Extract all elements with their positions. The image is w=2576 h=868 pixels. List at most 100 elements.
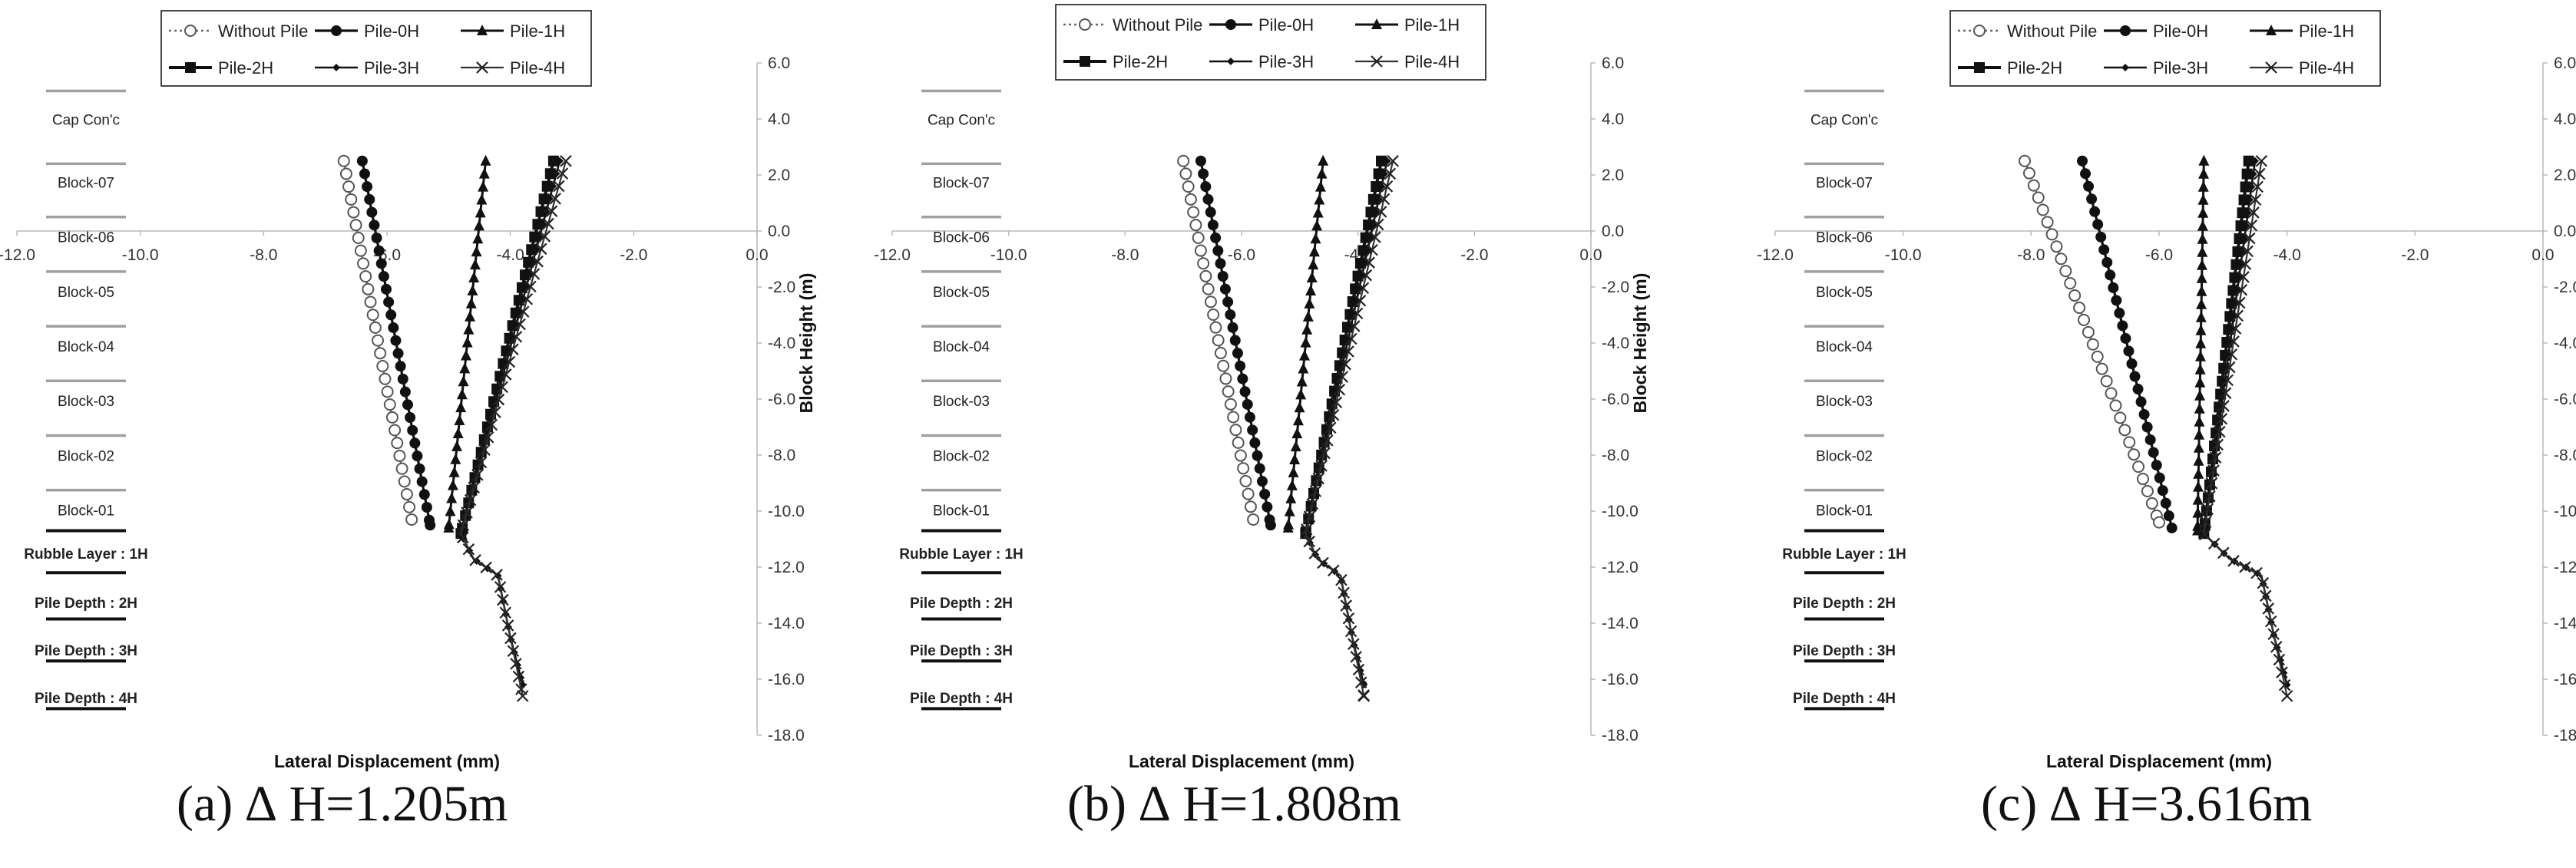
data-point-without-pile [2032, 191, 2045, 204]
data-point-pile-4h [2241, 245, 2254, 258]
x-tick-label: -10.0 [1885, 246, 1922, 264]
data-point-pile-4h [471, 469, 484, 481]
data-point-pile-1h [1306, 272, 1318, 283]
y-tick-label: -10.0 [1602, 503, 1639, 520]
y-tick-label: 6.0 [1602, 54, 1624, 72]
data-point-pile-3h [1380, 170, 1388, 178]
data-point-without-pile [364, 295, 377, 309]
data-point-without-pile [2022, 167, 2035, 180]
data-point-pile-0h [392, 348, 404, 359]
data-point-without-pile [391, 437, 404, 450]
y-tick-label: 6.0 [2554, 54, 2576, 72]
data-point-pile-4h [2245, 219, 2258, 232]
data-point-pile-4h [481, 431, 494, 444]
data-point-pile-4h [516, 690, 529, 702]
legend-marker-pile-0h [2120, 25, 2131, 36]
data-point-without-pile [1177, 154, 1190, 167]
data-point-pile-0h [2120, 332, 2131, 344]
legend-label-pile-4h: Pile-4H [1404, 52, 1460, 71]
x-tick-label: -8.0 [2017, 246, 2045, 264]
data-point-pile-0h [2163, 510, 2174, 522]
legend-marker-pile-3h [2121, 64, 2129, 71]
data-point-pile-0h [383, 296, 395, 308]
data-point-pile-0h [375, 258, 387, 269]
x-tick-label: -12.0 [1757, 246, 1794, 264]
data-point-pile-1h [478, 180, 489, 192]
x-tick-label: 0.0 [746, 246, 768, 264]
data-point-without-pile [374, 347, 387, 360]
data-point-without-pile [369, 321, 382, 334]
legend-marker-pile-0h [1225, 19, 1236, 30]
data-point-pile-4h [503, 355, 516, 368]
data-point-pile-1h [476, 193, 488, 205]
data-point-pile-0h [1229, 335, 1241, 346]
data-point-pile-0h [388, 322, 399, 334]
data-point-pile-1h [480, 154, 491, 166]
data-point-pile-4h [2280, 690, 2293, 702]
series-pile-4h [2198, 154, 2293, 702]
legend-label-pile-4h: Pile-4H [2299, 58, 2354, 78]
layer-label-block-02: Block-02 [933, 448, 990, 464]
data-point-pile-4h [2231, 309, 2244, 322]
data-point-pile-0h [1195, 155, 1206, 167]
data-point-pile-0h [378, 271, 389, 282]
data-point-pile-4h [534, 243, 547, 256]
data-point-without-pile [2145, 497, 2158, 510]
data-point-pile-2h [526, 244, 537, 256]
layer-label-pile-depth-4h: Pile Depth : 4H [910, 691, 1013, 707]
data-point-pile-1h [475, 206, 486, 218]
x-tick-label: -2.0 [1460, 246, 1488, 264]
layer-label-pile-depth-3h: Pile Depth : 3H [1793, 643, 1896, 659]
data-point-without-pile [1212, 334, 1225, 347]
data-point-pile-0h [2166, 522, 2178, 533]
legend-marker-pile-2h [185, 62, 196, 73]
data-point-pile-0h [362, 181, 373, 193]
data-point-without-pile [2059, 265, 2072, 278]
data-point-pile-4h [1330, 396, 1343, 409]
series-pile-0h [2077, 155, 2178, 533]
data-point-pile-4h [2234, 296, 2246, 309]
data-point-pile-4h [510, 658, 522, 670]
data-point-pile-4h [1360, 269, 1373, 282]
data-point-without-pile [2091, 350, 2104, 363]
data-point-without-pile [1189, 219, 1202, 232]
data-point-pile-4h [485, 418, 498, 431]
data-point-pile-4h [2214, 425, 2226, 438]
data-point-pile-4h [1342, 612, 1355, 625]
data-point-pile-4h [545, 205, 558, 217]
data-point-pile-3h [2242, 221, 2250, 229]
data-point-pile-4h [497, 593, 509, 606]
data-point-without-pile [2123, 436, 2136, 449]
legend-marker-pile-1h [477, 25, 488, 35]
data-point-pile-1h [2194, 376, 2206, 388]
y-tick-label: -8.0 [2554, 447, 2576, 464]
layer-label-pile-depth-4h: Pile Depth : 4H [1793, 691, 1896, 707]
data-point-pile-1h [2192, 507, 2204, 518]
data-point-pile-1h [2197, 206, 2209, 218]
legend-box [160, 10, 592, 87]
data-point-pile-4h [2270, 641, 2283, 653]
data-point-pile-1h [2194, 402, 2205, 414]
data-point-without-pile [337, 154, 350, 167]
legend-label-pile-0h: Pile-0H [364, 21, 419, 41]
data-point-pile-4h [1369, 231, 1381, 243]
data-point-pile-4h [499, 368, 512, 381]
legend-marker-pile-2h [1974, 62, 1985, 73]
data-point-pile-0h [1219, 283, 1231, 295]
data-point-pile-4h [531, 255, 544, 268]
data-point-pile-0h [2132, 384, 2144, 395]
data-point-pile-0h [1247, 424, 1258, 436]
data-point-pile-4h [2247, 206, 2260, 219]
data-point-without-pile [2050, 240, 2063, 253]
data-point-pile-4h [542, 217, 554, 230]
data-point-pile-4h [2250, 566, 2263, 579]
layer-label-block-03: Block-03 [58, 394, 114, 410]
layer-label-cap-con-c: Cap Con'c [928, 112, 995, 128]
layer-label-block-04: Block-04 [1816, 339, 1873, 355]
legend-label-pile-3h: Pile-3H [364, 58, 419, 78]
data-point-pile-2h [1360, 232, 1371, 243]
data-point-pile-1h [1310, 233, 1321, 244]
y-tick-label: -12.0 [2554, 559, 2576, 576]
data-point-pile-4h [1321, 434, 1334, 447]
data-point-pile-1h [2194, 428, 2205, 440]
